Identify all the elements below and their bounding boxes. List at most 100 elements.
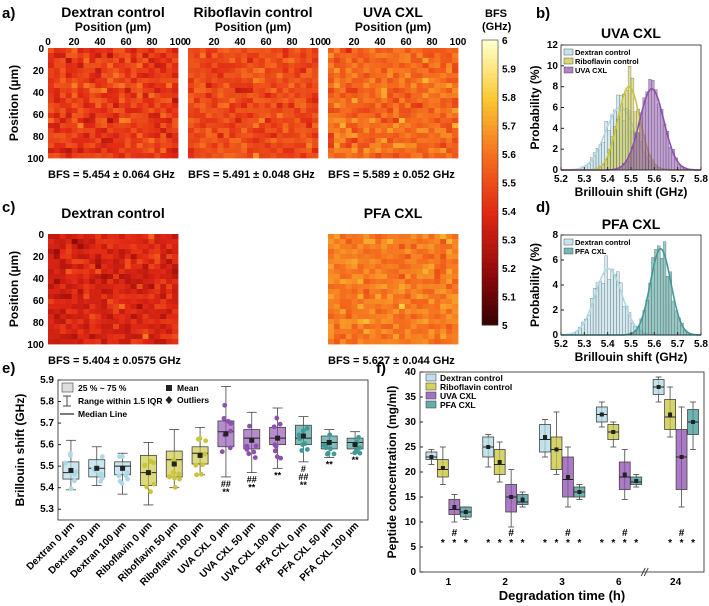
heatmap-cell [345, 108, 353, 114]
heatmap-cell [339, 128, 347, 134]
heatmap-cell [404, 118, 412, 124]
heatmap-cell [452, 63, 459, 69]
mean-marker [171, 461, 177, 467]
heatmap-cell [393, 133, 400, 139]
heatmap-cell [188, 68, 195, 74]
heatmap-cell [351, 259, 358, 265]
colorbar-segment [482, 306, 498, 312]
heatmap-cell [404, 339, 412, 345]
heatmap-cell [345, 138, 353, 144]
histogram-bar [616, 119, 620, 171]
colorbar-segment [482, 63, 498, 69]
colorbar-segment [482, 291, 498, 297]
box-group: * [493, 441, 506, 549]
heatmap-cell [124, 319, 132, 325]
heatmap-cell [410, 88, 418, 94]
data-point [247, 423, 252, 429]
heatmap-cell [357, 314, 364, 320]
heatmap-cell [452, 153, 459, 159]
colorbar-segment [482, 187, 498, 193]
heatmap-cell [154, 128, 161, 134]
heatmap-cell [351, 264, 358, 270]
heatmap-cell [193, 143, 201, 149]
heatmap-cell [294, 123, 301, 129]
data-point [244, 444, 250, 449]
heatmap-cell [398, 284, 406, 290]
heatmap-cell [434, 113, 441, 119]
heatmap-cell [387, 299, 394, 305]
heatmap-cell [312, 108, 319, 114]
heatmap-cell [434, 143, 441, 149]
data-point [72, 471, 77, 477]
heatmap-cell [59, 123, 67, 129]
data-point [151, 481, 157, 487]
heatmap-cell [339, 83, 347, 89]
heatmap-cell [434, 58, 441, 64]
heatmap-cell [107, 239, 114, 245]
heatmap-cell [65, 58, 73, 64]
heatmap-cell [328, 153, 335, 159]
heatmap-cell [83, 324, 90, 330]
heatmap-cell [118, 58, 126, 64]
heatmap-cell [77, 279, 84, 285]
heatmap-cell [434, 53, 441, 59]
heatmap-cell [333, 98, 341, 104]
heatmap-cell [339, 148, 347, 154]
heatmap-cell [339, 118, 347, 124]
significance-mark: * [680, 538, 684, 549]
heatmap-cell [306, 148, 313, 154]
heatmap-cell [148, 319, 155, 325]
heatmap-cell [77, 314, 84, 320]
heatmap-cell [71, 254, 78, 260]
heatmap-cell [154, 319, 161, 325]
heatmap-cell [404, 264, 412, 270]
heatmap-cell [422, 274, 429, 280]
heatmap-cell [166, 259, 173, 265]
heatmap-cell [124, 274, 132, 280]
heatmap-cell [247, 93, 254, 99]
heatmap-cell [410, 274, 418, 280]
heatmap-cell [446, 299, 453, 305]
heatmap-cell [124, 108, 132, 114]
data-point [194, 472, 199, 478]
heatmap-cell [393, 138, 400, 144]
heatmap-cell [136, 48, 143, 54]
heatmap-cell [375, 234, 382, 240]
heatmap-cell [351, 78, 358, 84]
box-group: #* [675, 406, 688, 549]
heatmap-cell [142, 133, 149, 139]
heatmap-cell [83, 294, 90, 300]
heatmap-cell [300, 133, 307, 139]
heatmap-cell [351, 314, 358, 320]
heatmap-cell [375, 299, 382, 305]
heatmap-cell [381, 249, 388, 255]
heatmap-cell [363, 63, 370, 69]
heatmap-cell [398, 269, 406, 275]
heatmap-cell [77, 239, 84, 245]
significance-mark: * [509, 538, 513, 549]
heatmap-cell [53, 133, 61, 139]
heatmap-cell [136, 83, 143, 89]
heatmap-cell [107, 113, 114, 119]
heatmap-cell [154, 123, 161, 129]
heatmap-cell [65, 143, 73, 149]
heatmap-cell [113, 304, 120, 310]
data-point [325, 450, 331, 456]
heatmap-cell [199, 118, 207, 124]
heatmap-cell [404, 48, 412, 54]
heatmap-cell [95, 299, 102, 305]
heatmap-cell [363, 279, 370, 285]
heatmap-cell [154, 309, 161, 315]
heatmap-cell [312, 98, 319, 104]
data-point [200, 462, 205, 468]
heatmap-cell [223, 78, 230, 84]
heatmap-cell [48, 103, 55, 109]
heatmap-cell [328, 279, 335, 285]
heatmap-cell [172, 123, 179, 129]
heatmap-cell [77, 284, 84, 290]
heatmap-cell [404, 143, 412, 149]
heatmap-cell [276, 53, 283, 59]
box-group: * [516, 491, 529, 549]
heatmap-cell [452, 339, 459, 345]
heatmap-cell [328, 133, 335, 139]
